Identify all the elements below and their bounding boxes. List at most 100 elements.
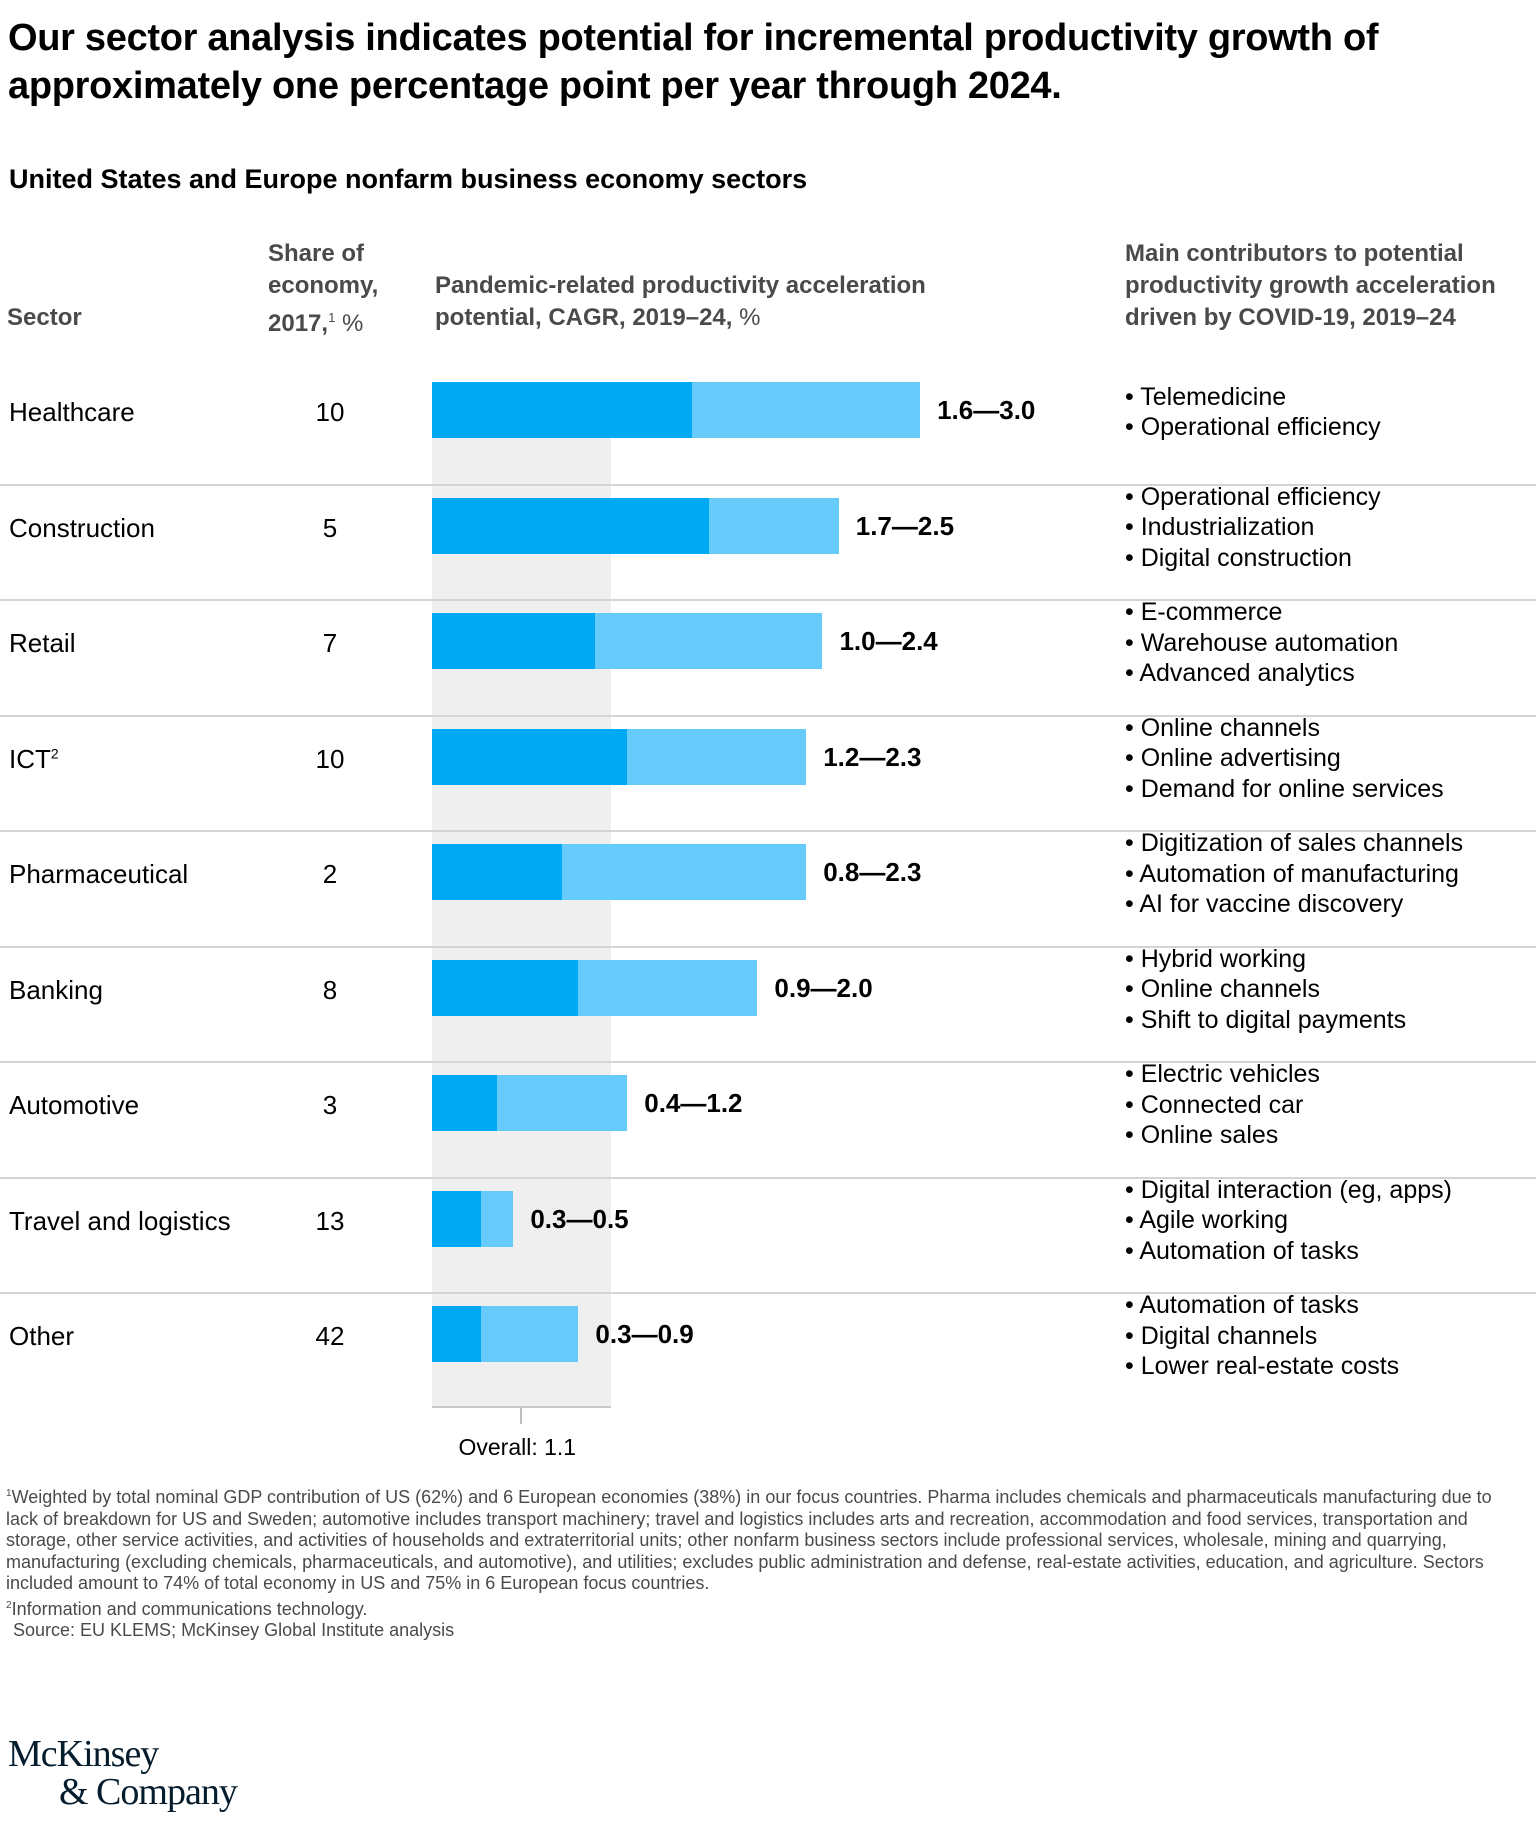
bar-high-estimate [480,1306,579,1362]
range-label: 1.6—3.0 [937,395,1036,425]
share-value: 42 [315,1321,345,1351]
header-share-line3: 2017,1 % [268,310,364,337]
share-value: 10 [315,743,345,774]
header-chart-line1: Pandemic-related productivity accelerati… [435,272,926,299]
contributor-item: • Operational efficiency [1125,413,1381,441]
contributors-list: • Digitization of sales channels • Automa… [1125,828,1463,920]
share-value: 10 [315,397,345,427]
contributor-item: • Automation of manufacturing [1125,859,1459,888]
chart-title: Our sector analysis indicates potential … [8,17,1379,107]
sector-label: Pharmaceutical [9,859,189,889]
row-divider [0,945,1536,948]
bar-low-estimate [432,613,595,669]
header-contrib-line2: productivity growth acceleration [1125,272,1496,299]
contributors-list: • Automation of tasks • Digital channels •… [1125,1290,1399,1382]
range-label: 0.9—2.0 [774,972,873,1003]
share-value: 5 [322,512,338,543]
bar-high-estimate [627,728,807,785]
bar-high-estimate [708,497,839,554]
contributor-item: • AI for vaccine discovery [1125,890,1404,919]
bar-low-estimate [432,1306,481,1362]
sector-label: ICT2 [9,743,59,774]
contributor-item: • Digital construction [1125,543,1352,572]
row-divider [0,1061,1536,1063]
footnotes: 1Weighted by total nominal GDP contribut… [6,1483,1526,1642]
bar-low-estimate [432,497,709,554]
range-label: 0.3—0.9 [595,1319,694,1349]
sector-label: Retail [9,628,76,658]
share-value: 7 [322,628,338,658]
contributors-list: • E-commerce • Warehouse automation • Adva… [1125,597,1398,689]
contributors-list: • Digital interaction (eg, apps) • Agile … [1125,1175,1452,1267]
row-divider [0,1292,1536,1294]
share-value: 8 [322,974,338,1005]
contributor-item: • Hybrid working [1125,944,1307,973]
contributors-list: • Telemedicine • Operational efficiency [1125,382,1381,443]
header-share: Share of economy, 2017,1 % [268,238,378,340]
contributor-item: • Agile working [1125,1206,1289,1235]
overall-axis-line [432,1405,611,1408]
header-chart-line2: potential, CAGR, 2019–24, % [435,304,761,331]
header-share-line1: Share of [268,240,365,267]
contributors-list: • Online channels • Online advertising • D… [1125,713,1444,805]
contributors-list: • Electric vehicles • Connected car • Onli… [1125,1059,1320,1151]
share-value: 2 [322,859,338,889]
contributor-item: • Industrialization [1125,513,1315,542]
header-share-line2: economy, [268,272,379,299]
contributor-item: • Automation of tasks [1125,1291,1359,1320]
sector-label: Healthcare [9,397,135,427]
bar-low-estimate [432,382,693,438]
contributor-item: • Online channels [1125,975,1320,1004]
bar-low-estimate [432,1190,481,1247]
mckinsey-logo: McKinsey & Company [8,1733,238,1813]
bar-low-estimate [432,959,579,1016]
range-label: 0.8—2.3 [823,857,922,887]
footnote-2: 2Information and communications technolo… [6,1598,368,1619]
bar-high-estimate [578,959,758,1016]
overall-label: Overall: 1.1 [458,1433,577,1460]
contributor-item: • Digital interaction (eg, apps) [1125,1175,1452,1204]
contributor-item: • Online advertising [1125,744,1341,773]
sector-label: Banking [9,974,103,1005]
sector-label: Automotive [9,1090,140,1120]
header-contrib-line3: driven by COVID-19, 2019–24 [1125,304,1456,331]
bar-high-estimate [692,382,921,438]
row-divider [0,599,1536,601]
contributors-list: • Operational efficiency • Industrializat… [1125,482,1381,574]
contributor-item: • Automation of tasks [1125,1236,1359,1265]
contributor-item: • Advanced analytics [1125,659,1355,688]
contributor-item: • Digital channels [1125,1321,1318,1350]
logo-line1: McKinsey [8,1733,159,1775]
contributors-list: • Hybrid working • Online channels • Shift… [1125,944,1406,1036]
contributor-item: • Online channels [1125,713,1320,742]
row-divider [0,714,1536,717]
bar-high-estimate [497,1075,628,1131]
source-note: Source: EU KLEMS; McKinsey Global Instit… [13,1620,455,1640]
bar-low-estimate [432,728,628,785]
bar-high-estimate [480,1190,514,1247]
contributor-item: • Telemedicine [1125,382,1287,411]
share-value: 3 [322,1090,338,1120]
header-contributors: Main contributors to potential productiv… [1125,238,1496,334]
row-divider [0,483,1536,486]
contributor-item: • Online sales [1125,1121,1279,1150]
contributor-item: • Digitization of sales channels [1125,829,1464,858]
row-divider [0,1176,1536,1179]
sector-label: Travel and logistics [9,1205,231,1236]
header-chart: Pandemic-related productivity accelerati… [435,270,926,334]
share-value: 13 [315,1205,345,1236]
overall-tick [520,1407,523,1424]
range-label: 0.4—1.2 [644,1088,743,1118]
contributor-item: • Warehouse automation [1125,628,1399,657]
row-divider [0,830,1536,832]
bar-high-estimate [594,613,823,669]
range-label: 0.3—0.5 [530,1203,629,1234]
logo-line2: & Company [59,1771,238,1813]
bar-low-estimate [432,1075,498,1131]
bar-high-estimate [562,844,807,900]
header-sector: Sector [7,304,82,331]
contributor-item: • Lower real-estate costs [1125,1352,1400,1381]
contributor-item: • Shift to digital payments [1125,1005,1407,1034]
range-label: 1.7—2.5 [855,510,955,541]
bar-low-estimate [432,844,563,900]
